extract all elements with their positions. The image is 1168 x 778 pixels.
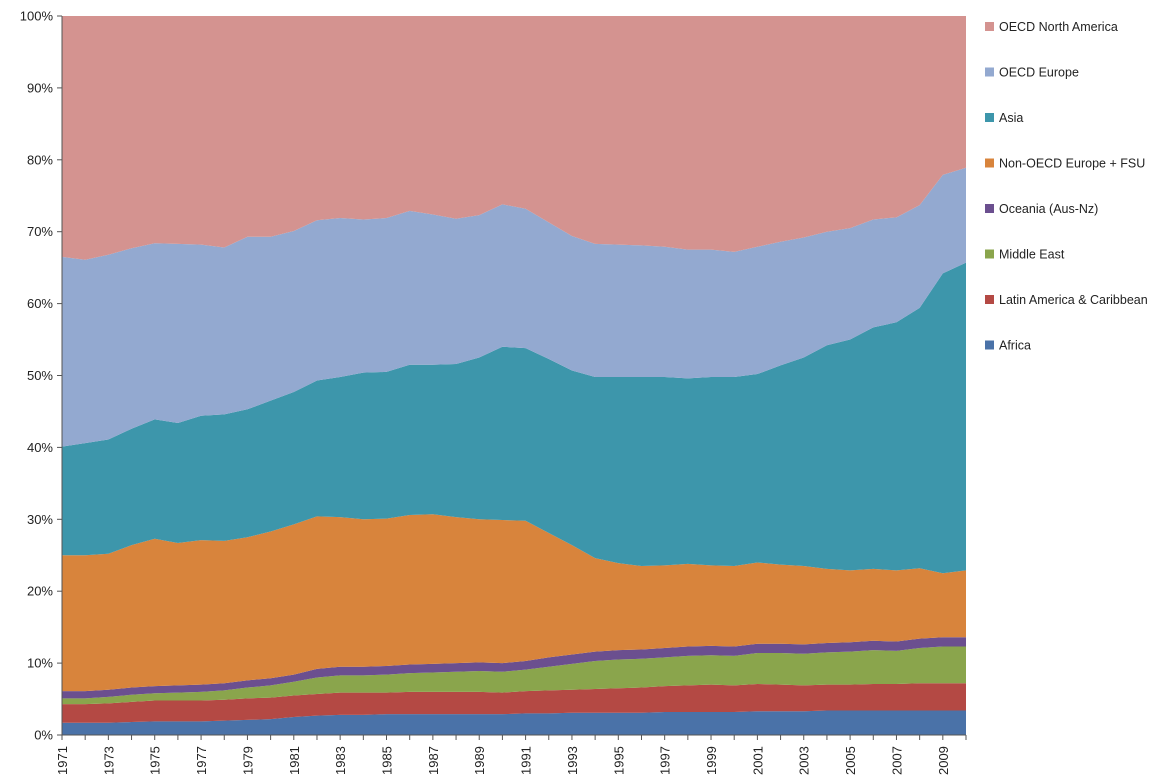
y-tick-label: 10% <box>27 656 53 671</box>
legend-item-asia: Asia <box>985 111 1023 125</box>
legend-swatch <box>985 340 994 350</box>
area-asia <box>62 262 966 574</box>
area-non-oecd-europe-fsu <box>62 514 966 692</box>
legend-item-non-oecd-europe-fsu: Non-OECD Europe + FSU <box>985 157 1145 171</box>
area-middle-east <box>62 646 966 705</box>
y-tick-label: 90% <box>27 80 53 95</box>
area-oecd-north-america <box>62 16 966 260</box>
legend-label: Latin America & Caribbean <box>999 293 1148 307</box>
legend-item-oceania-aus-nz: Oceania (Aus-Nz) <box>985 202 1098 216</box>
area-africa <box>62 710 966 735</box>
x-tick-label: 1981 <box>287 746 302 775</box>
area-oceania-aus-nz <box>62 637 966 699</box>
y-tick-label: 40% <box>27 440 53 455</box>
x-tick-label: 2005 <box>843 746 858 775</box>
legend-item-oecd-europe: OECD Europe <box>985 66 1079 80</box>
legend-label: OECD Europe <box>999 66 1079 80</box>
x-tick-label: 2001 <box>750 746 765 775</box>
x-tick-label: 1985 <box>380 746 395 775</box>
y-tick-label: 80% <box>27 152 53 167</box>
legend-swatch <box>985 204 994 213</box>
y-tick-label: 0% <box>34 728 53 743</box>
area-layer <box>62 16 966 735</box>
y-tick-label: 20% <box>27 584 53 599</box>
x-tick-label: 1979 <box>240 746 255 775</box>
legend-swatch <box>985 113 994 122</box>
x-tick-label: 1973 <box>101 746 116 775</box>
legend-label: Non-OECD Europe + FSU <box>999 157 1145 171</box>
legend-label: Oceania (Aus-Nz) <box>999 202 1098 216</box>
legend-swatch <box>985 249 994 259</box>
legend-swatch <box>985 158 994 168</box>
y-tick-label: 70% <box>27 224 53 239</box>
y-tick-label: 50% <box>27 368 53 383</box>
x-tick-label: 1987 <box>426 746 441 775</box>
x-tick-label: 1989 <box>472 746 487 775</box>
legend-item-africa: Africa <box>985 339 1031 353</box>
legend-label: Africa <box>999 339 1031 353</box>
x-tick-label: 1977 <box>194 746 209 775</box>
x-tick-label: 2003 <box>797 746 812 775</box>
legend-swatch <box>985 295 994 304</box>
axes-layer: 0% 10% 20% 30% 40% 50% 60% 70% 80% 90% 100% 1971 197… <box>20 9 967 775</box>
y-tick-label: 30% <box>27 512 53 527</box>
legend-item-latin-america-caribbean: Latin America & Caribbean <box>985 293 1148 307</box>
y-tick-label: 60% <box>27 296 53 311</box>
legend-label: Middle East <box>999 248 1065 262</box>
x-tick-label: 1993 <box>565 746 580 775</box>
legend-label: OECD North America <box>999 20 1118 34</box>
x-tick-label: 1983 <box>333 746 348 775</box>
legend-swatch <box>985 22 994 31</box>
x-tick-label: 1991 <box>519 746 534 775</box>
x-tick-label: 1975 <box>148 746 163 775</box>
y-tick-label: 100% <box>20 9 54 24</box>
legend-item-oecd-north-america: OECD North America <box>985 20 1118 34</box>
x-tick-label: 2009 <box>936 746 951 775</box>
x-tick-label: 1971 <box>55 746 70 775</box>
legend-label: Asia <box>999 111 1023 125</box>
x-tick-label: 2007 <box>889 746 904 775</box>
legend: OECD North America OECD Europe Asia Non-OEC… <box>985 20 1148 353</box>
area-oecd-europe <box>62 167 966 447</box>
legend-swatch <box>985 67 994 77</box>
x-tick-label: 1999 <box>704 746 719 775</box>
x-tick-label: 1995 <box>611 746 626 775</box>
legend-item-middle-east: Middle East <box>985 248 1065 262</box>
area-latin-america-caribbean <box>62 683 966 723</box>
x-tick-label: 1997 <box>658 746 673 775</box>
